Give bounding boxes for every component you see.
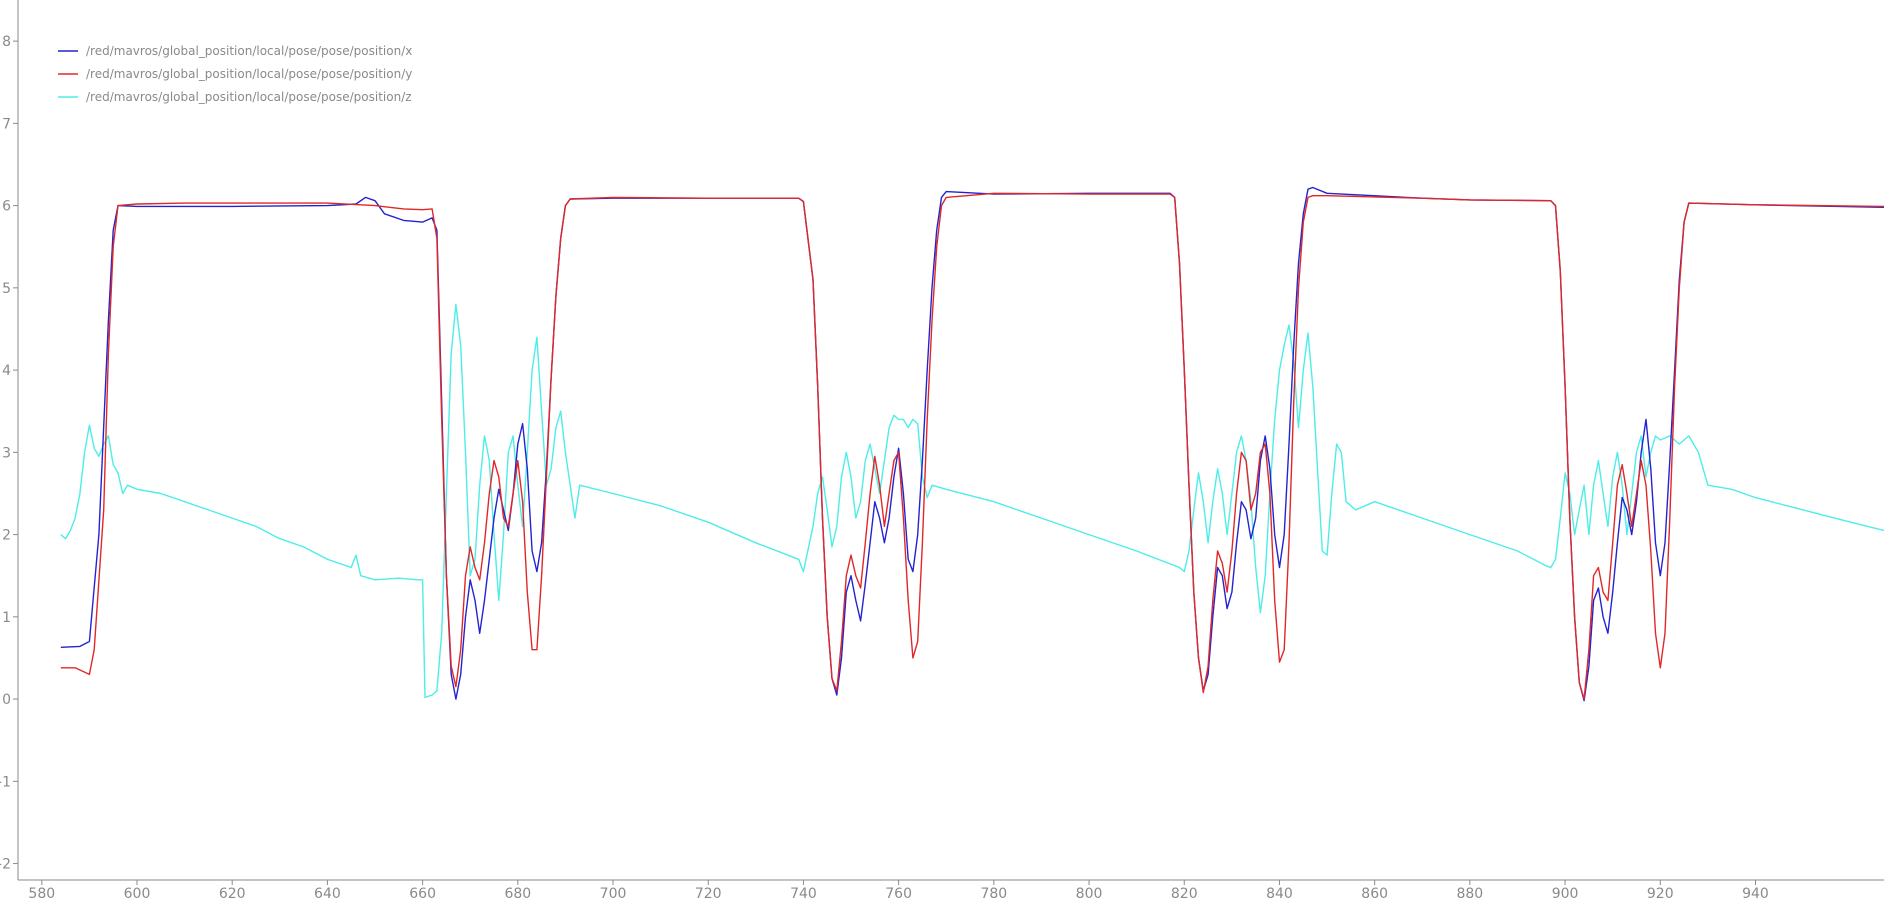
y-tick-label: 8 [2,34,11,50]
x-tick-label: 720 [695,886,722,902]
x-tick-label: 660 [409,886,436,902]
legend-entry-x: /red/mavros/global_position/local/pose/p… [58,44,412,58]
legend-entry-z: /red/mavros/global_position/local/pose/p… [58,90,412,104]
y-tick-label: 7 [2,116,11,132]
x-tick-label: 860 [1361,886,1388,902]
series-layer [60,186,1884,702]
x-tick-label: 880 [1456,886,1483,902]
x-tick-label: 740 [790,886,817,902]
legend-label-x: /red/mavros/global_position/local/pose/p… [86,44,412,58]
x-tick-label: 780 [980,886,1007,902]
y-tick-label: -2 [0,857,11,873]
y-tick-label: 4 [2,363,11,379]
y-tick-label: 2 [2,528,11,544]
series-line-y [60,192,1884,700]
x-tick-label: 800 [1076,886,1103,902]
legend-label-y: /red/mavros/global_position/local/pose/p… [86,67,412,81]
x-tick-label: 680 [504,886,531,902]
y-tick-label: 0 [2,692,11,708]
y-tick-label: 3 [2,445,11,461]
x-tick-label: 920 [1647,886,1674,902]
y-tick-label: 1 [2,610,11,626]
x-tick-label: 580 [28,886,55,902]
y-tick-label: 5 [2,281,11,297]
legend-label-z: /red/mavros/global_position/local/pose/p… [86,90,412,104]
x-tick-label: 760 [885,886,912,902]
x-tick-label: 620 [219,886,246,902]
x-tick-label: 820 [1171,886,1198,902]
series-line-z [60,303,1884,699]
series-line-x [60,186,1884,702]
x-tick-label: 640 [314,886,341,902]
y-tick-label: -1 [0,774,11,790]
x-tick-group: 580 600 620 640 660 680 700 720 740 760 780 800 820 8… [28,880,1769,902]
x-tick-label: 700 [600,886,627,902]
y-tick-label: 6 [2,199,11,215]
y-tick-group: -2 -1 0 1 2 3 4 5 6 7 8 [0,34,18,873]
legend: /red/mavros/global_position/local/pose/p… [58,44,412,104]
x-tick-label: 940 [1742,886,1769,902]
x-tick-label: 600 [124,886,151,902]
legend-entry-y: /red/mavros/global_position/local/pose/p… [58,67,412,81]
x-tick-label: 900 [1552,886,1579,902]
x-tick-label: 840 [1266,886,1293,902]
